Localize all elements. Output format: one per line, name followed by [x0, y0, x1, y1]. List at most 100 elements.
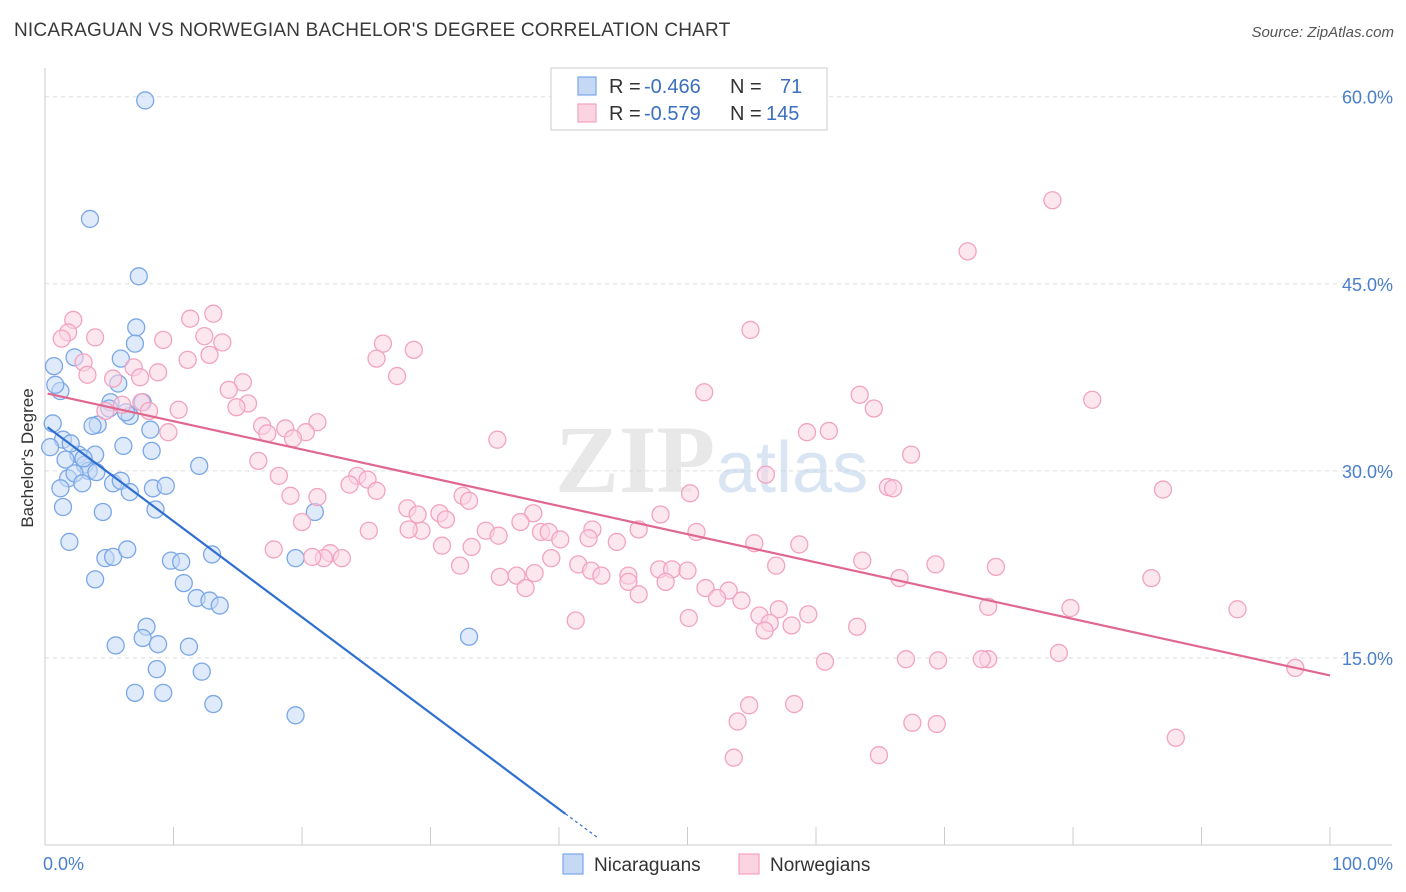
point-nicaraguan — [125, 334, 145, 353]
point-norwegian — [292, 512, 312, 532]
point-nicaraguan — [85, 570, 105, 589]
point-norwegian — [178, 350, 197, 370]
legend-n-label-2: N = — [730, 103, 762, 125]
point-norwegian — [1083, 390, 1102, 409]
point-norwegian — [459, 491, 479, 510]
point-norwegian — [890, 568, 909, 588]
point-norwegian — [148, 363, 168, 382]
svg-text:atlas: atlas — [716, 428, 868, 508]
legend-r-value-1: -0.466 — [644, 76, 701, 98]
point-norwegian — [233, 373, 253, 392]
legend-swatch-nicaraguans — [577, 76, 597, 96]
point-norwegian — [511, 512, 530, 532]
point-nicaraguan — [204, 694, 223, 714]
point-norwegian — [283, 429, 303, 448]
y-tick-label: 60.0% — [1342, 88, 1393, 108]
point-norwegian — [896, 650, 916, 669]
point-norwegian — [656, 572, 675, 592]
trend-lines — [46, 392, 1331, 838]
series-norwegians — [52, 191, 1305, 767]
point-norwegian — [651, 505, 670, 524]
point-norwegian — [436, 510, 456, 529]
point-norwegian — [869, 746, 889, 765]
point-nicaraguan — [120, 482, 139, 502]
point-nicaraguan — [148, 635, 168, 654]
point-norwegian — [489, 526, 508, 545]
point-nicaraguan — [114, 436, 133, 456]
trend-line-norwegians — [47, 392, 1331, 677]
point-norwegian — [903, 713, 922, 732]
point-nicaraguan — [51, 479, 70, 498]
point-norwegian — [524, 504, 543, 523]
point-nicaraguan — [190, 456, 209, 476]
point-norwegian — [367, 481, 386, 500]
point-norwegian — [450, 556, 470, 575]
point-norwegian — [678, 561, 697, 580]
point-norwegian — [782, 616, 801, 635]
point-norwegian — [404, 340, 423, 360]
point-norwegian — [695, 383, 714, 402]
point-norwegian — [154, 330, 173, 350]
point-norwegian — [850, 385, 869, 404]
point-nicaraguan — [40, 438, 60, 457]
point-nicaraguan — [53, 497, 73, 517]
point-norwegian — [767, 556, 786, 575]
point-norwegian — [432, 536, 452, 555]
x-tick-label: 0.0% — [43, 854, 84, 874]
point-norwegian — [815, 652, 835, 671]
point-nicaraguan — [83, 416, 102, 436]
point-nicaraguan — [80, 209, 100, 229]
point-norwegian — [928, 651, 948, 670]
point-norwegian — [408, 505, 427, 524]
legend-r-value-2: -0.579 — [644, 103, 701, 125]
point-norwegian — [219, 380, 238, 399]
point-norwegian — [756, 465, 776, 484]
point-norwegian — [367, 349, 386, 368]
point-norwegian — [204, 304, 223, 323]
trend-line-nicaraguans — [46, 426, 567, 815]
y-tick-label: 15.0% — [1342, 649, 1393, 669]
point-norwegian — [200, 345, 219, 365]
point-norwegian — [169, 400, 188, 419]
point-nicaraguan — [74, 449, 93, 468]
x-tick-label: 100.0% — [1332, 854, 1393, 874]
point-nicaraguan — [147, 660, 166, 679]
point-nicaraguan — [73, 474, 92, 493]
point-norwegian — [516, 578, 535, 598]
point-norwegian — [853, 551, 872, 570]
point-norwegian — [359, 521, 378, 540]
point-norwegian — [728, 712, 747, 731]
point-norwegian — [1061, 598, 1080, 618]
point-nicaraguan — [156, 476, 175, 495]
point-norwegian — [680, 484, 700, 503]
point-nicaraguan — [56, 450, 75, 469]
point-nicaraguan — [192, 662, 211, 681]
point-norwegian — [303, 547, 322, 567]
point-nicaraguan — [127, 318, 146, 337]
point-norwegian — [52, 329, 71, 348]
point-norwegian — [1228, 600, 1247, 619]
point-nicaraguan — [106, 636, 125, 655]
point-norwegian — [785, 694, 804, 714]
point-norwegian — [679, 608, 698, 628]
point-nicaraguan — [46, 375, 65, 394]
point-norwegian — [78, 365, 97, 384]
point-norwegian — [629, 585, 648, 604]
trend-line-nicaraguans-extension — [565, 813, 598, 838]
point-nicaraguan — [93, 502, 112, 522]
bottom-legend: Nicaraguans Norwegians — [562, 853, 870, 876]
point-nicaraguan — [118, 540, 137, 559]
point-nicaraguan — [179, 637, 199, 656]
point-norwegian — [579, 529, 598, 548]
point-norwegian — [269, 466, 289, 485]
legend-n-value-2: 145 — [766, 103, 799, 125]
point-norwegian — [927, 714, 946, 734]
point-norwegian — [490, 567, 510, 587]
point-norwegian — [258, 424, 277, 443]
point-norwegian — [308, 487, 327, 507]
legend: R = -0.466 N = 71 R = -0.579 N = 145 — [550, 67, 828, 131]
legend-n-label-1: N = — [730, 76, 762, 98]
point-nicaraguan — [141, 420, 160, 439]
point-nicaraguan — [44, 356, 64, 376]
